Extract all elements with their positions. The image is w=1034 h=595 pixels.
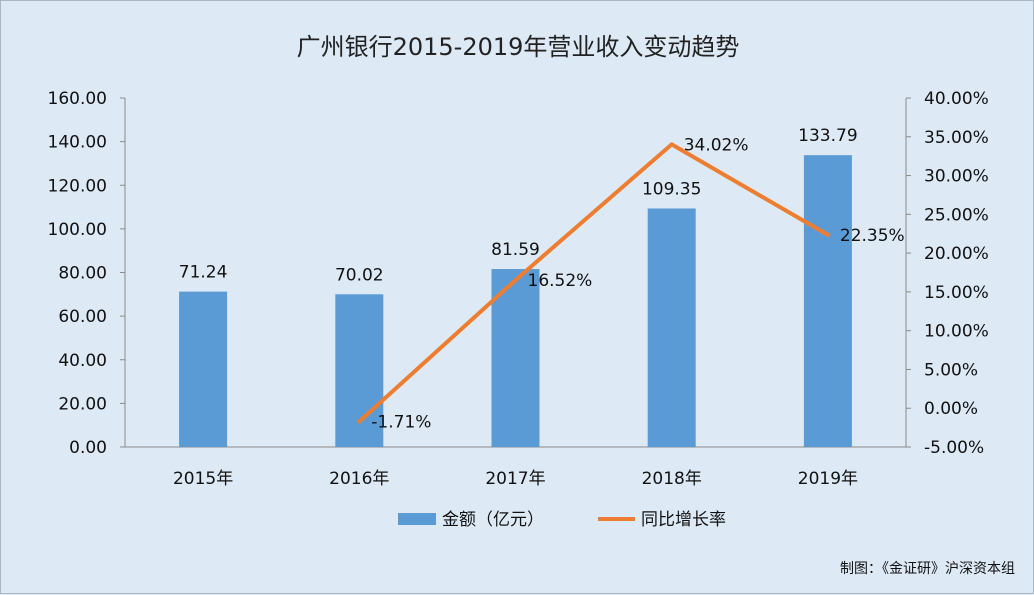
y-right-tick-label: 0.00% bbox=[924, 399, 978, 419]
bar bbox=[803, 155, 852, 447]
bar-value-label: 81.59 bbox=[491, 240, 540, 260]
y-left-tick-label: 120.00 bbox=[48, 176, 107, 196]
y-left-tick-label: 100.00 bbox=[48, 220, 107, 240]
line-point bbox=[825, 232, 830, 237]
bar bbox=[647, 208, 696, 447]
chart-title: 广州银行2015-2019年营业收入变动趋势 bbox=[297, 33, 740, 61]
line-value-label: 34.02% bbox=[684, 135, 749, 155]
axes: 0.00 20.00 40.00 60.00 80.00 100.00 120.00 140.… bbox=[48, 89, 989, 489]
growth-rate-line bbox=[357, 142, 829, 423]
y-right-tick-label: 5.00% bbox=[924, 360, 978, 380]
line-value-label: -1.71% bbox=[371, 412, 431, 432]
y-right-tick-label: 40.00% bbox=[924, 89, 989, 109]
y-left-tick-label: 40.00 bbox=[58, 351, 107, 371]
bar-value-label: 133.79 bbox=[798, 126, 857, 146]
chart-credit: 制图：《金证研》沪深资本组 bbox=[840, 561, 1015, 577]
data-labels: 71.24 70.02 81.59 109.35 133.79 -1.71% 16.52% 3… bbox=[179, 126, 905, 432]
line-point bbox=[513, 278, 518, 283]
legend-bar-swatch bbox=[398, 513, 436, 525]
x-tick-label: 2015年 bbox=[173, 469, 233, 489]
y-left-tick-label: 80.00 bbox=[58, 264, 107, 284]
y-right-tick-label: 25.00% bbox=[924, 205, 989, 225]
bar bbox=[179, 291, 228, 447]
line-value-label: 22.35% bbox=[840, 226, 905, 246]
line-point bbox=[669, 142, 674, 147]
line-point bbox=[357, 419, 362, 424]
legend-bar-label: 金额（亿元） bbox=[442, 510, 544, 530]
y-left-tick-label: 60.00 bbox=[58, 307, 107, 327]
line-value-label: 16.52% bbox=[528, 271, 593, 291]
bar-value-label: 71.24 bbox=[179, 263, 228, 283]
y-left-tick-label: 140.00 bbox=[48, 133, 107, 153]
x-tick-label: 2019年 bbox=[798, 469, 858, 489]
y-right-tick-label: 10.00% bbox=[924, 322, 989, 342]
x-tick-label: 2018年 bbox=[642, 469, 702, 489]
y-right-tick-label: 35.00% bbox=[924, 128, 989, 148]
y-right-tick-label: 20.00% bbox=[924, 244, 989, 264]
y-left-tick-label: 20.00 bbox=[58, 394, 107, 414]
y-left-tick-label: 160.00 bbox=[48, 89, 107, 109]
bar-value-label: 109.35 bbox=[642, 179, 701, 199]
bar bbox=[491, 269, 540, 447]
legend: 金额（亿元） 同比增长率 bbox=[398, 510, 726, 530]
x-tick-label: 2016年 bbox=[329, 469, 389, 489]
legend-line-label: 同比增长率 bbox=[641, 510, 726, 530]
x-tick-label: 2017年 bbox=[485, 469, 545, 489]
y-right-tick-label: -5.00% bbox=[924, 438, 984, 458]
y-right-tick-label: 30.00% bbox=[924, 167, 989, 187]
y-right-tick-label: 15.00% bbox=[924, 283, 989, 303]
bar-series bbox=[179, 155, 852, 447]
y-left-tick-label: 0.00 bbox=[69, 438, 107, 458]
line-series bbox=[357, 142, 830, 424]
bar-value-label: 70.02 bbox=[335, 265, 384, 285]
